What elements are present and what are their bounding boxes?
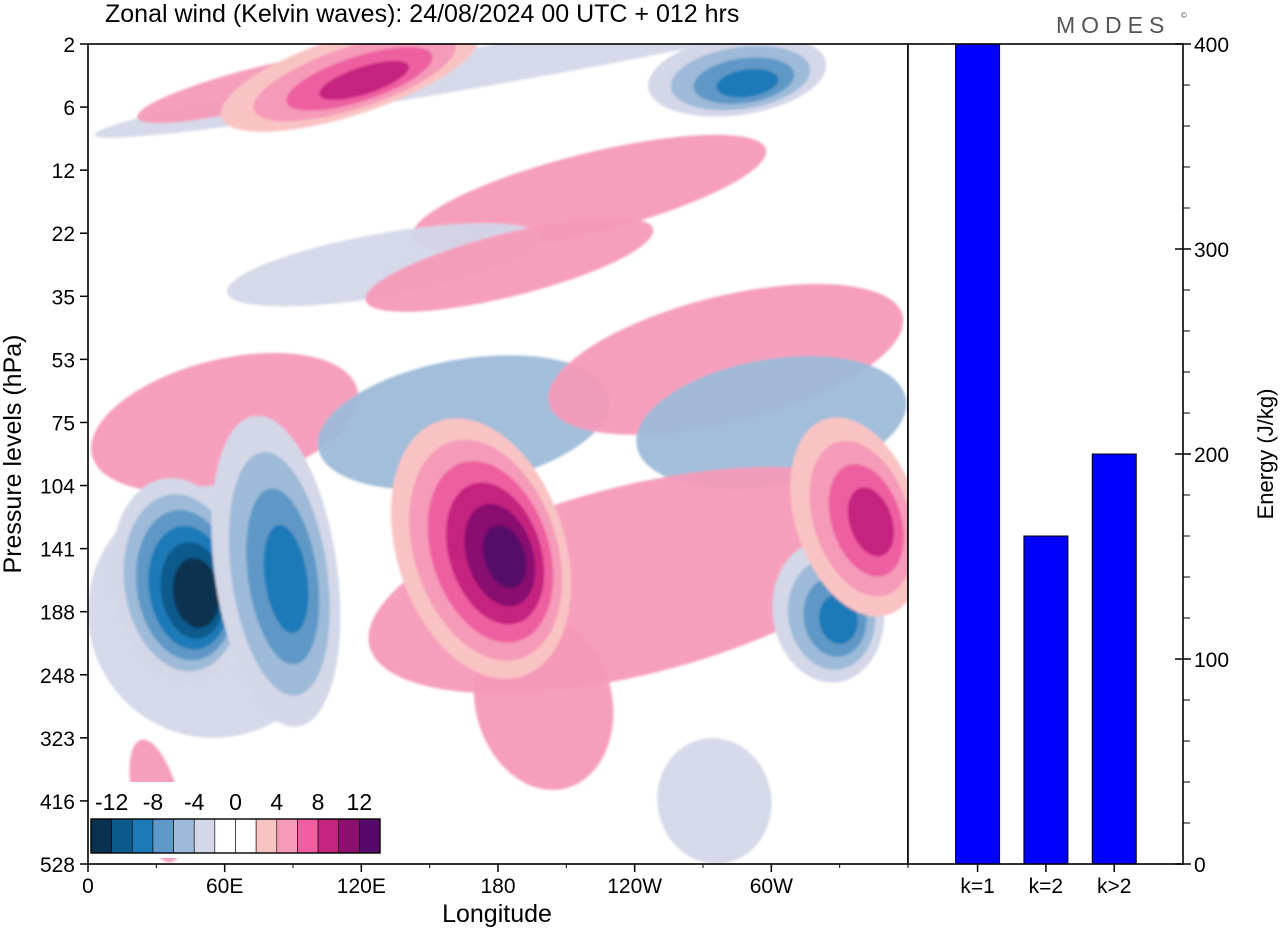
bar-y-tick-label-4: 400: [1194, 34, 1229, 57]
colorbar-swatch-8: [255, 818, 278, 854]
contour-0-6: [185, 573, 214, 617]
colorbar-swatch-11: [317, 818, 340, 854]
brand-logo: MODES: [1056, 12, 1170, 38]
band-2: [412, 134, 767, 253]
energy-bar-0: [955, 43, 1001, 865]
band-7: [548, 283, 904, 435]
heat-x-tick-label-4: 120W: [607, 875, 662, 898]
band-4: [365, 217, 654, 312]
contour-6-3: [319, 60, 410, 100]
heat-y-tick-label-1: 6: [63, 97, 75, 120]
bar-y-axis: 0 100 200 300 400: [1175, 34, 1229, 877]
heatmap-x-axis: 0 60E 120E 180 120W 60W: [82, 864, 909, 898]
bar-y-tick-label-1: 100: [1194, 649, 1229, 672]
heat-x-tick-label-2: 120E: [337, 875, 386, 898]
heat-x-tick-label-5: 60W: [750, 875, 793, 898]
colorbar-swatch-1: [111, 818, 133, 854]
energy-bar-2: [1091, 453, 1137, 865]
heat-x-tick-label-1: 60E: [206, 875, 243, 898]
heat-y-tick-label-10: 248: [40, 665, 75, 688]
energy-bar-panel: k=1 k=2 k>2 0 100 200 300 400 Energy (J/kg): [907, 34, 1278, 898]
heat-y-tick-label-2: 12: [52, 160, 75, 183]
heat-x-tick-label-0: 0: [82, 875, 94, 898]
heat-y-tick-label-13: 528: [40, 854, 75, 877]
colorbar-swatch-5: [193, 818, 216, 854]
heat-y-tick-label-11: 323: [40, 728, 75, 751]
heat-y-tick-label-5: 53: [52, 349, 75, 372]
heatmap-y-axis: 2 6 12 22 35 53 75 104 141 188 248 323 416 528: [40, 34, 88, 877]
heat-y-tick-label-8: 141: [40, 539, 75, 562]
brand-mark: ©: [1181, 11, 1187, 20]
heatmap-panel: -12 -8 -4 0 4 8 12 0 60E 120E 180 120W 60W 2 6 12 22 35…: [0, 34, 909, 928]
heatmap-y-label: Pressure levels (hPa): [0, 335, 27, 574]
colorbar-label-1: -8: [143, 789, 163, 815]
heat-y-tick-label-7: 104: [40, 476, 75, 499]
bar-x-axis: k=1 k=2 k>2: [960, 864, 1131, 898]
heat-y-tick-label-0: 2: [63, 34, 75, 57]
colorbar-swatch-10: [297, 818, 319, 854]
colorbar-label-2: -4: [184, 789, 205, 815]
colorbar-swatch-12: [338, 818, 360, 854]
heat-y-tick-label-4: 35: [52, 286, 75, 309]
colorbar-swatch-13: [359, 818, 381, 854]
contour-4-3: [847, 487, 895, 557]
colorbar-label-4: 4: [270, 789, 283, 815]
bar-category-label-1: k=2: [1029, 875, 1063, 898]
heat-x-tick-label-3: 180: [480, 875, 515, 898]
band-3: [226, 223, 542, 307]
colorbar-swatch-2: [131, 818, 154, 854]
energy-bar-1: [1023, 535, 1069, 865]
heat-y-tick-label-3: 22: [52, 223, 75, 246]
heat-y-tick-label-9: 188: [40, 602, 75, 625]
colorbar-swatch-9: [276, 818, 298, 854]
colorbar-swatch-6: [214, 818, 236, 854]
colorbar-swatch-7: [235, 818, 257, 854]
colorbar-label-5: 8: [312, 789, 325, 815]
contour-1-3: [263, 524, 309, 634]
bar-y-tick-label-0: 0: [1194, 854, 1206, 877]
colorbar-swatch-3: [152, 818, 174, 854]
band-12: [657, 738, 772, 864]
chart-title: Zonal wind (Kelvin waves): 24/08/2024 00…: [105, 0, 739, 28]
contour-5-3: [716, 68, 779, 98]
colorbar-label-6: 12: [347, 789, 373, 815]
bar-y-tick-label-2: 200: [1194, 444, 1229, 467]
heatmap-x-label: Longitude: [442, 900, 552, 928]
colorbar-swatch-0: [90, 818, 112, 854]
bar-category-label-2: k>2: [1097, 875, 1131, 898]
contour-2-5: [482, 525, 527, 589]
bar-y-tick-label-3: 300: [1194, 239, 1229, 262]
colorbar: -12 -8 -4 0 4 8 12: [88, 782, 383, 858]
colorbar-label-0: -12: [95, 789, 128, 815]
bar-y-label: Energy (J/kg): [1253, 389, 1278, 520]
bar-category-label-0: k=1: [960, 875, 994, 898]
colorbar-swatch-4: [173, 818, 195, 854]
colorbar-frame: [90, 818, 381, 854]
wind-contours: [88, 44, 908, 864]
heat-y-tick-label-6: 75: [52, 412, 75, 435]
heat-y-tick-label-12: 416: [40, 791, 75, 814]
colorbar-label-3: 0: [229, 789, 242, 815]
